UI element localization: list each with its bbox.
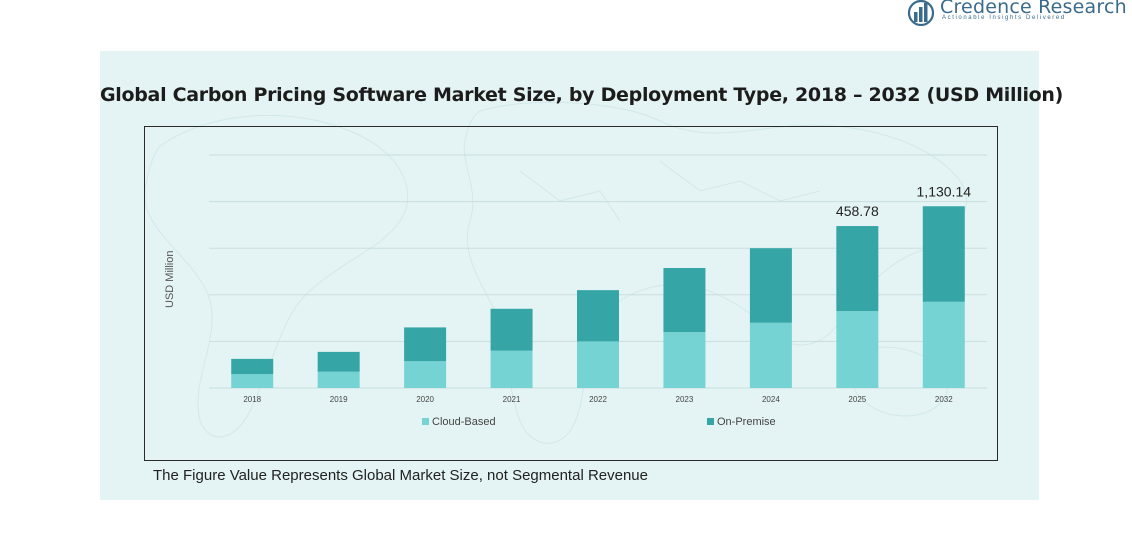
legend-label-cloud-based: Cloud-Based	[432, 416, 496, 428]
bar-cloud-based-2025	[836, 311, 879, 388]
x-tick-label-2020: 2020	[416, 395, 434, 404]
bar-on-premise-2025	[836, 226, 879, 312]
legend-item-on-premise: On-Premise	[707, 416, 776, 428]
bar-cloud-based-2023	[663, 332, 706, 388]
x-tick-label-2024: 2024	[762, 395, 780, 404]
bar-on-premise-2019	[317, 351, 360, 372]
legend: Cloud-Based On-Premise	[145, 416, 999, 432]
brand-logo: Credence Research Actionable Insights De…	[906, 0, 1127, 28]
bar-on-premise-2023	[663, 268, 706, 333]
legend-swatch-on-premise	[707, 418, 714, 425]
bar-cloud-based-2020	[404, 361, 447, 388]
bar-cloud-based-2019	[317, 371, 360, 388]
legend-label-on-premise: On-Premise	[717, 416, 776, 428]
chart-title: Global Carbon Pricing Software Market Si…	[100, 84, 1064, 106]
bar-on-premise-2021	[490, 308, 533, 351]
chart-panel: Global Carbon Pricing Software Market Si…	[100, 51, 1064, 500]
stacked-bar-chart: 2018 2019 2020 2021 2022 2023 2024 2025 458.78 20…	[209, 154, 987, 404]
y-axis-label: USD Million	[164, 250, 176, 308]
x-tick-label-2032: 2032	[935, 395, 953, 404]
x-tick-label-2023: 2023	[676, 395, 694, 404]
bar-cloud-based-2022	[577, 341, 619, 388]
x-tick-label-2022: 2022	[589, 395, 607, 404]
data-label-2032: 1,130.14	[917, 183, 972, 199]
bar-cloud-based-2021	[490, 350, 533, 388]
bar-cloud-based-2024	[749, 322, 792, 388]
legend-item-cloud-based: Cloud-Based	[422, 416, 496, 428]
x-tick-label-2018: 2018	[243, 395, 261, 404]
bar-cloud-based-2032	[922, 301, 965, 388]
bar-on-premise-2032	[922, 206, 965, 302]
bar-on-premise-2022	[577, 290, 619, 342]
bar-on-premise-2018	[231, 358, 274, 375]
plot-area: 2018 2019 2020 2021 2022 2023 2024 2025 458.78 20…	[144, 126, 998, 461]
footnote: The Figure Value Represents Global Marke…	[153, 467, 648, 484]
bar-on-premise-2024	[749, 248, 792, 323]
bar-on-premise-2020	[404, 327, 447, 362]
brand-tagline: Actionable Insights Delivered	[942, 15, 1066, 21]
x-tick-label-2019: 2019	[330, 395, 348, 404]
brand-name: Credence Research	[940, 0, 1127, 18]
legend-swatch-cloud-based	[422, 418, 429, 425]
bar-cloud-based-2018	[231, 374, 274, 388]
x-tick-label-2025: 2025	[848, 395, 866, 404]
x-tick-label-2021: 2021	[503, 395, 521, 404]
bar-chart-logo-icon	[907, 0, 935, 26]
data-label-2025: 458.78	[836, 203, 879, 219]
